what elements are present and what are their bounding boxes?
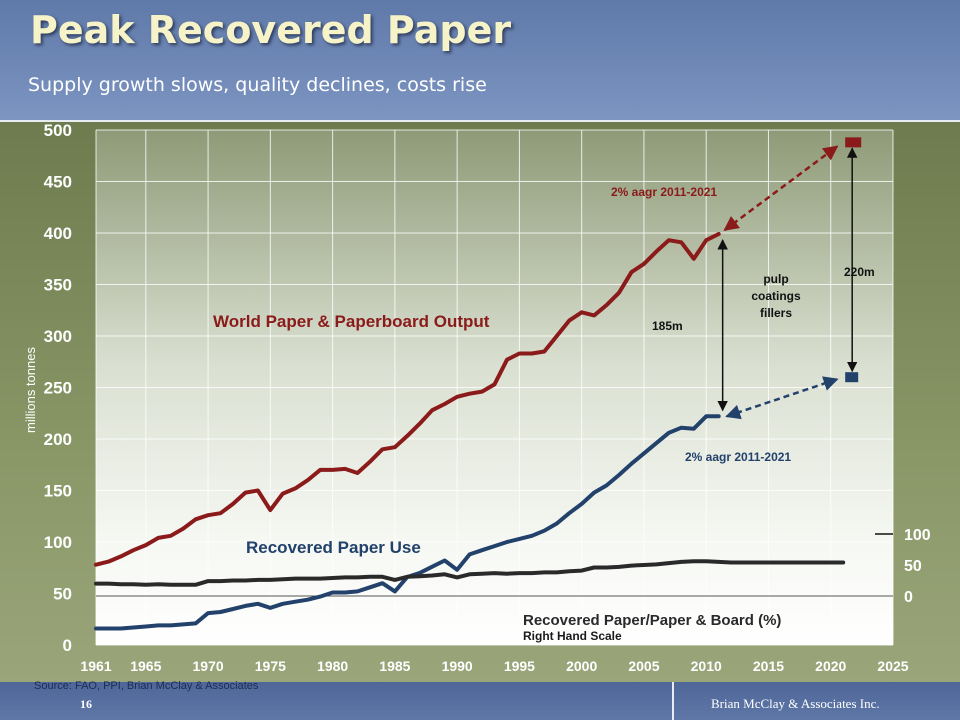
series-line-world_output bbox=[94, 232, 721, 567]
y-tick-label: 50 bbox=[53, 585, 72, 604]
y-tick-label: 0 bbox=[63, 636, 72, 655]
right-tick-label: 100 bbox=[904, 527, 931, 544]
x-tick-label: 1975 bbox=[255, 658, 286, 674]
series-line-recovery_rate bbox=[94, 559, 846, 587]
y-tick-label: 150 bbox=[44, 482, 72, 501]
recovered-use-label: Recovered Paper Use bbox=[246, 538, 421, 557]
gap-2011-label: 185m bbox=[652, 319, 683, 333]
x-tick-label: 1990 bbox=[442, 658, 473, 674]
x-tick-label: 1980 bbox=[317, 658, 348, 674]
x-tick-label: 1961 bbox=[80, 658, 111, 674]
fillers-label: fillers bbox=[760, 306, 792, 320]
slide-title: Peak Recovered Paper bbox=[30, 8, 512, 52]
x-tick-label: 1995 bbox=[504, 658, 535, 674]
company-name: Brian McClay & Associates Inc. bbox=[711, 696, 880, 711]
projection-marker-recovered_use bbox=[845, 372, 859, 383]
slide-header: Peak Recovered Paper Supply growth slows… bbox=[0, 0, 960, 120]
right-tick-label: 50 bbox=[904, 558, 922, 575]
slide-footer bbox=[0, 682, 960, 720]
x-tick-label: 2015 bbox=[753, 658, 784, 674]
y-tick-label: 450 bbox=[44, 173, 72, 192]
x-axis: 1961 1965 1970 1975 1980 1985 1990 1995 2000 2005… bbox=[80, 658, 908, 674]
y-axis-label: millions tonnes bbox=[23, 347, 38, 433]
chart-annotations bbox=[717, 137, 862, 420]
right-tick-label: 0 bbox=[904, 589, 913, 606]
world-output-label: World Paper & Paperboard Output bbox=[213, 312, 490, 331]
y-tick-label: 200 bbox=[44, 430, 72, 449]
rate-sublabel: Right Hand Scale bbox=[523, 629, 622, 643]
x-tick-label: 2010 bbox=[691, 658, 722, 674]
pulp-label: pulp bbox=[763, 272, 788, 286]
footer-divider bbox=[672, 682, 674, 720]
page-number: 16 bbox=[80, 697, 92, 711]
x-tick-label: 2020 bbox=[815, 658, 846, 674]
y-tick-label: 500 bbox=[44, 121, 72, 140]
y-axis: 0 50 100 150 200 250 300 350 400 450 500 bbox=[44, 121, 72, 655]
projection-arrow-world_output bbox=[723, 145, 839, 232]
gap-2021-label: 220m bbox=[844, 265, 875, 279]
source-note: Source: FAO, PPI, Brian McClay & Associa… bbox=[34, 680, 259, 692]
header-divider bbox=[0, 120, 960, 122]
y-tick-label: 300 bbox=[44, 327, 72, 346]
x-tick-label: 2005 bbox=[628, 658, 659, 674]
aagr-blue-label: 2% aagr 2011-2021 bbox=[685, 450, 791, 464]
x-tick-label: 2000 bbox=[566, 658, 597, 674]
aagr-red-label: 2% aagr 2011-2021 bbox=[611, 185, 717, 199]
x-tick-label: 1970 bbox=[193, 658, 224, 674]
y-tick-label: 100 bbox=[44, 533, 72, 552]
chart-grid bbox=[95, 129, 894, 646]
chart-series bbox=[94, 232, 846, 631]
y-tick-label: 400 bbox=[44, 224, 72, 243]
rate-label: Recovered Paper/Paper & Board (%) bbox=[523, 612, 781, 629]
y-tick-label: 350 bbox=[44, 276, 72, 295]
y-tick-label: 250 bbox=[44, 379, 72, 398]
coatings-label: coatings bbox=[751, 289, 801, 303]
projection-marker-world_output bbox=[845, 137, 862, 148]
slide-subtitle: Supply growth slows, quality declines, c… bbox=[28, 74, 487, 96]
right-axis: 0 50 100 bbox=[904, 527, 931, 606]
x-tick-label: 2025 bbox=[877, 658, 908, 674]
x-tick-label: 1965 bbox=[130, 658, 161, 674]
x-tick-label: 1985 bbox=[379, 658, 410, 674]
